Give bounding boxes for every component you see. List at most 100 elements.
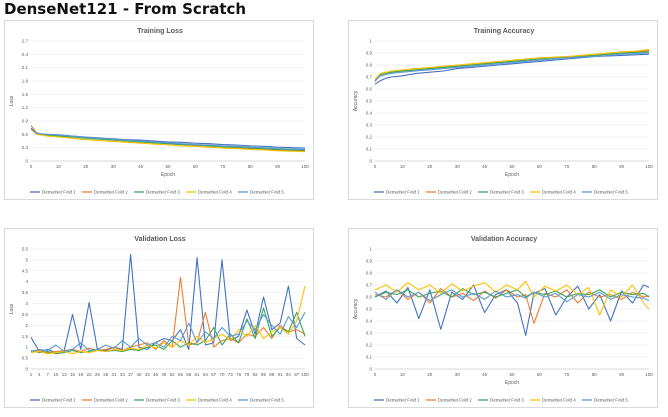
x-tick-label: 46	[153, 372, 159, 377]
y-tick-label: 1.2	[22, 105, 29, 110]
chart-panel-validation-accuracy: Validation Accuracy 0 0.1 0.2 0.3 0.4 0.5 0.6 0.…	[348, 228, 658, 408]
x-tick-label: 40	[482, 372, 488, 377]
series-line-densenet-fold-4	[374, 48, 650, 80]
x-tick-label: 50	[509, 372, 515, 377]
y-tick-label: 1	[25, 345, 28, 350]
series-line-densenet-fold-3	[30, 128, 306, 151]
x-tick-label: 40	[138, 164, 144, 169]
x-tick-label: 37	[128, 372, 134, 377]
legend-item-densenet-fold-2: DenseNet Fold 2	[438, 190, 472, 195]
series-line-densenet-fold-3	[374, 51, 650, 81]
y-tick-label: 5	[25, 257, 28, 262]
x-tick-label: 20	[427, 164, 433, 169]
chart-title: Validation Loss	[134, 236, 185, 243]
chart-panel-training-accuracy: Training Accuracy 0 0.1 0.2 0.3 0.4 0.5 0.6 0.7 0…	[348, 20, 658, 200]
y-tick-label: 1	[369, 39, 372, 44]
x-tick-label: 100	[301, 164, 309, 169]
x-tick-label: 100	[645, 372, 653, 377]
x-tick-label: 10	[400, 372, 406, 377]
y-tick-label: 0.5	[366, 99, 373, 104]
y-tick-label: 1.5	[22, 92, 29, 97]
series-line-densenet-fold-4	[30, 128, 306, 153]
y-tick-label: 0.3	[22, 145, 29, 150]
chart-title: Validation Accuracy	[471, 236, 537, 243]
x-tick-label: 13	[62, 372, 68, 377]
y-tick-label: 0.5	[22, 356, 29, 361]
chart-training-accuracy: Training Accuracy 0 0.1 0.2 0.3 0.4 0.5 0.6 0.7 0…	[353, 28, 653, 195]
y-tick-label: 0.7	[366, 75, 373, 80]
x-tick-label: 50	[165, 164, 171, 169]
y-tick-label: 0.4	[366, 319, 373, 324]
legend-item-densenet-fold-1: DenseNet Fold 1	[386, 398, 420, 403]
x-tick-label: 0	[374, 164, 377, 169]
x-tick-label: 20	[427, 372, 433, 377]
x-tick-label: 90	[619, 164, 625, 169]
y-tick-label: 2	[25, 323, 28, 328]
y-tick-label: 0.4	[366, 111, 373, 116]
x-tick-label: 0	[30, 164, 33, 169]
x-tick-label: 50	[509, 164, 515, 169]
x-tick-label: 25	[95, 372, 101, 377]
y-tick-label: 0.6	[366, 295, 373, 300]
x-tick-label: 80	[592, 372, 598, 377]
x-tick-label: 0	[374, 372, 377, 377]
legend-item-densenet-fold-4: DenseNet Fold 4	[198, 398, 232, 403]
chart-training-loss: Training Loss 0 0.3 0.6 0.9 1.2 1.5 1.8 2.1 2.4 2.…	[9, 28, 309, 195]
x-tick-label: 16	[70, 372, 76, 377]
x-tick-label: 70	[564, 372, 570, 377]
legend-item-densenet-fold-3: DenseNet Fold 3	[490, 190, 524, 195]
x-tick-label: 88	[269, 372, 275, 377]
legend-item-densenet-fold-1: DenseNet Fold 1	[42, 398, 76, 403]
series-line-densenet-fold-1	[30, 253, 306, 354]
x-tick-label: 34	[120, 372, 126, 377]
x-tick-label: 76	[236, 372, 242, 377]
y-tick-label: 0.2	[366, 135, 373, 140]
x-tick-label: 70	[220, 164, 226, 169]
legend-item-densenet-fold-3: DenseNet Fold 3	[490, 398, 524, 403]
x-tick-label: 22	[87, 372, 93, 377]
y-axis-label: Accuracy	[353, 90, 359, 111]
x-tick-label: 97	[294, 372, 300, 377]
x-tick-label: 28	[103, 372, 109, 377]
legend-item-densenet-fold-2: DenseNet Fold 2	[94, 398, 128, 403]
series-line-densenet-fold-5	[374, 289, 650, 303]
y-tick-label: 0.8	[366, 63, 373, 68]
legend-item-densenet-fold-5: DenseNet Fold 5	[594, 398, 628, 403]
y-tick-label: 0.1	[366, 355, 373, 360]
y-tick-label: 0.2	[366, 343, 373, 348]
x-tick-label: 31	[112, 372, 118, 377]
x-axis-label: Epoch	[505, 380, 519, 386]
y-tick-label: 0.6	[22, 132, 29, 137]
series-line-densenet-fold-5	[30, 312, 306, 353]
x-tick-label: 94	[286, 372, 292, 377]
y-tick-label: 0.9	[366, 51, 373, 56]
y-tick-label: 0	[369, 367, 372, 372]
x-axis-label: Epoch	[505, 172, 519, 178]
y-tick-label: 0.6	[366, 87, 373, 92]
x-tick-label: 64	[203, 372, 209, 377]
y-tick-label: 0.9	[366, 259, 373, 264]
legend-item-densenet-fold-2: DenseNet Fold 2	[438, 398, 472, 403]
y-tick-label: 2.5	[22, 312, 29, 317]
series-line-densenet-fold-5	[374, 52, 650, 82]
y-tick-label: 0.9	[22, 119, 29, 124]
y-tick-label: 4	[25, 279, 28, 284]
legend-item-densenet-fold-5: DenseNet Fold 5	[594, 190, 628, 195]
chart-panel-training-loss: Training Loss 0 0.3 0.6 0.9 1.2 1.5 1.8 2.1 2.4 2.…	[4, 20, 314, 200]
x-tick-label: 70	[564, 164, 570, 169]
x-tick-label: 19	[78, 372, 84, 377]
x-tick-label: 10	[53, 372, 59, 377]
y-tick-label: 0.3	[366, 331, 373, 336]
x-tick-label: 58	[186, 372, 192, 377]
chart-panel-validation-loss: Validation Loss 0 0.5 1 1.5 2 2.5 3 3.5 4 4.5 5 5.5 1…	[4, 228, 314, 408]
x-tick-label: 10	[56, 164, 62, 169]
legend-item-densenet-fold-1: DenseNet Fold 1	[42, 190, 76, 195]
y-axis-label: Loss	[9, 303, 15, 314]
y-tick-label: 0	[25, 367, 28, 372]
series-line-densenet-fold-5	[30, 128, 306, 150]
x-tick-label: 60	[193, 164, 199, 169]
x-tick-label: 43	[145, 372, 151, 377]
x-tick-label: 90	[275, 164, 281, 169]
x-tick-label: 80	[592, 164, 598, 169]
page-title: DenseNet121 - From Scratch	[4, 0, 247, 18]
